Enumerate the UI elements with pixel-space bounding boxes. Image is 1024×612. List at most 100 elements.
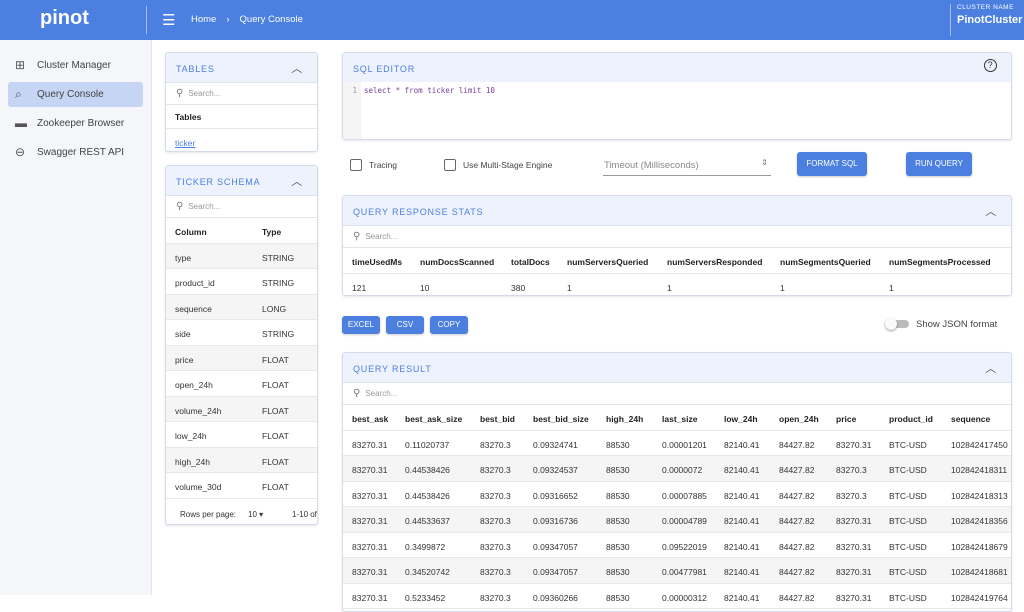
cell: 83270.3 [836,490,867,501]
sidebar-item-swagger[interactable]: ⊖ Swagger REST API [8,140,143,165]
hamburger-menu-icon[interactable]: ☰ [162,12,176,29]
cell: 0.09324537 [533,465,578,475]
sidebar-item-label: Zookeeper Browser [37,118,125,129]
table-link-ticker[interactable]: ticker [175,138,196,148]
json-toggle[interactable] [885,318,909,330]
run-query-button[interactable]: RUN QUERY [906,152,972,176]
chevron-up-icon[interactable]: ︿ [985,206,997,218]
cell: BTC-USD [889,465,927,475]
cell: last_size [662,414,698,424]
cell: 88530 [606,592,630,603]
cell: best_bid_size [533,414,589,424]
cell: low_24h [175,431,207,441]
search-placeholder: Search... [188,202,221,211]
rows-per-page-select[interactable]: 10 ▾ [248,509,264,519]
copy-button[interactable]: COPY [430,316,468,334]
schema-header-row: Column Type [166,218,317,244]
search-placeholder: Search... [365,389,398,398]
cell: best_ask_size [405,414,463,424]
cell: 102842417450 [951,439,1008,450]
stats-header[interactable]: QUERY RESPONSE STATS ︿ [343,196,1011,226]
stats-panel: QUERY RESPONSE STATS ︿ ⚲ Search... timeUse… [342,195,1012,296]
cell: 0.5233452 [405,592,446,603]
schema-row: high_24h FLOAT [166,447,317,473]
table-row: 83270.31 0.3499872 83270.3 0.09347057 88530 0… [343,533,1011,558]
export-csv-button[interactable]: CSV [386,316,424,334]
cell: 83270.31 [836,592,872,603]
cell: 0.09316736 [533,516,578,526]
cell: LONG [262,303,287,314]
cell: 10 [420,282,430,293]
pinot-logo[interactable]: pinot [40,7,89,29]
cell: 0.09522019 [662,541,707,552]
stepper-icon[interactable]: ⇕ [761,158,768,167]
cell: 0.44538426 [405,465,450,475]
cell: 88530 [606,516,630,526]
table-row: 83270.31 0.34520742 83270.3 0.09347057 88530… [343,558,1011,584]
result-header[interactable]: QUERY RESULT ︿ [343,353,1011,383]
rows-per-page-label: Rows per page: [180,509,237,519]
schema-search-input[interactable]: ⚲ Search... [166,196,317,218]
rows-per-page-value: 10 [248,509,257,519]
cell: 102842419764 [951,592,1008,603]
timeout-input[interactable]: Timeout (Milliseconds) ⇕ [603,155,771,176]
cell: 88530 [606,490,630,501]
cell: 83270.3 [480,439,511,450]
multistage-checkbox[interactable] [444,159,456,171]
breadcrumb-home[interactable]: Home [191,14,217,25]
table-row: 83270.31 0.5233452 83270.3 0.09360266 88530 0… [343,584,1011,609]
schema-header[interactable]: TICKER SCHEMA ︿ [166,166,317,196]
cell: 1 [567,282,572,293]
chevron-up-icon[interactable]: ︿ [291,176,303,188]
cell: high_24h [606,414,644,424]
cell: 88530 [606,439,630,450]
sql-query-input[interactable]: select * from ticker limit 10 [364,86,495,95]
line-gutter: 1 [343,82,361,139]
format-sql-button[interactable]: FORMAT SQL [797,152,867,176]
cell: open_24h [175,380,213,390]
cell: FLOAT [262,456,289,467]
chevron-up-icon[interactable]: ︿ [985,363,997,375]
search-icon: ⚲ [353,388,361,399]
top-bar: pinot ☰ Home › Query Console CLUSTER NAME … [0,0,1024,40]
cell: 83270.3 [480,592,511,603]
table-row: 83270.31 0.44533637 83270.3 0.09316736 88530… [343,507,1011,533]
sidebar-item-cluster-manager[interactable]: ⊞ Cluster Manager [8,53,143,78]
cell: STRING [262,329,295,339]
search-icon: ⚲ [176,88,184,99]
cell: 0.00477981 [662,567,707,577]
cell: 82140.41 [724,490,760,501]
chevron-up-icon[interactable]: ︿ [291,63,303,75]
cell: 0.09360266 [533,592,578,603]
sidebar-item-zookeeper-browser[interactable]: ▬ Zookeeper Browser [8,111,143,136]
cell: 88530 [606,541,630,552]
schema-panel: TICKER SCHEMA ︿ ⚲ Search... Column Type type… [165,165,318,525]
cell: 82140.41 [724,439,760,450]
cell: 1 [780,282,785,293]
table-row[interactable]: ticker [166,129,317,151]
schema-row: side STRING [166,320,317,346]
result-search-input[interactable]: ⚲ Search... [343,383,1011,405]
cell: 82140.41 [724,516,760,526]
tables-panel: TABLES ︿ ⚲ Search... Tables ticker [165,52,318,152]
search-icon: ⚲ [353,231,361,242]
stats-search-input[interactable]: ⚲ Search... [343,226,1011,248]
cell: FLOAT [262,354,289,365]
cell: 83270.31 [352,490,388,501]
cell: STRING [262,278,295,288]
export-excel-button[interactable]: EXCEL [342,316,380,334]
chevron-right-icon: › [226,14,230,25]
tracing-checkbox[interactable] [350,159,362,171]
panel-title: TABLES [176,64,215,74]
tables-header[interactable]: TABLES ︿ [166,53,317,83]
cell: STRING [262,252,295,263]
tables-search-input[interactable]: ⚲ Search... [166,83,317,105]
cell: 1 [889,282,894,293]
sql-editor-header: SQL EDITOR? [343,53,1011,82]
help-icon[interactable]: ? [984,59,997,72]
tracing-label: Tracing [369,160,398,170]
cell: 88530 [606,465,630,475]
sidebar-item-query-console[interactable]: ⌕ Query Console [8,82,143,107]
cell: 83270.3 [836,465,867,475]
cell: 84427.82 [779,567,815,577]
